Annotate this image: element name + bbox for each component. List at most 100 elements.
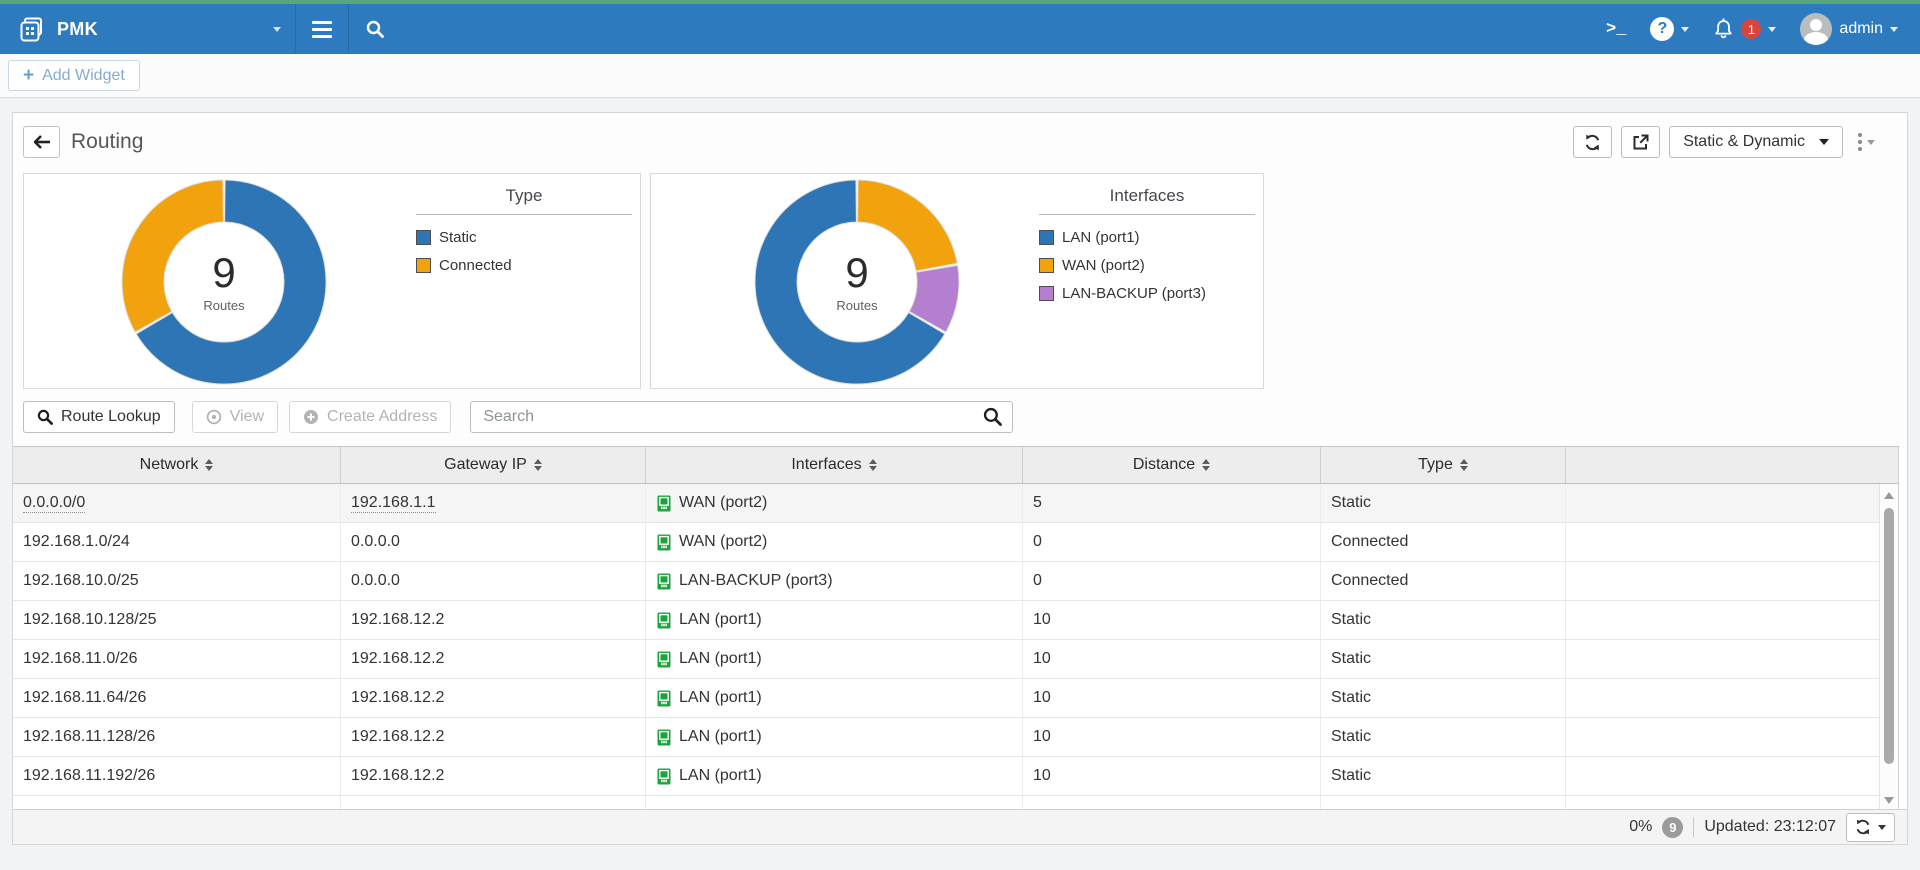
table-row[interactable]: 192.168.10.0/250.0.0.0LAN-BACKUP (port3)… [13, 562, 1898, 601]
type-value: Connected [1331, 572, 1408, 590]
route-lookup-button[interactable]: Route Lookup [23, 401, 175, 433]
type-value: Static [1331, 767, 1371, 785]
cell-network: 192.168.1.0/24 [13, 523, 341, 561]
gateway-value: 192.168.1.1 [351, 494, 436, 513]
interface-port-icon [656, 729, 672, 746]
cell-type: Static [1321, 718, 1566, 756]
column-header-network[interactable]: Network [13, 447, 341, 483]
notifications-menu[interactable]: 1 [1713, 18, 1776, 40]
donut-segment-connected[interactable] [122, 180, 223, 332]
table-row[interactable]: 192.168.11.192/26 192.168.12.2 LAN (port1)… [13, 757, 1898, 796]
interface-value: LAN (port1) [679, 728, 762, 746]
cell-distance: 0 [1023, 562, 1321, 600]
cell-distance: 10 [1023, 757, 1321, 795]
cli-console-button[interactable]: >_ [1606, 20, 1626, 39]
column-header-type[interactable]: Type [1321, 447, 1566, 483]
global-search-button[interactable] [349, 4, 401, 54]
cell-interface: LAN (port1) [646, 757, 1023, 795]
page-title: Routing [71, 130, 143, 154]
cell-gateway-ip: 192.168.12.2 [341, 757, 646, 795]
column-header-label: Type [1418, 456, 1453, 474]
view-button[interactable]: View [192, 401, 278, 433]
cell-network: 192.168.11.64/26 [13, 679, 341, 717]
add-widget-button[interactable]: + Add Widget [8, 60, 140, 91]
table-row[interactable]: 192.168.11.0/26192.168.12.2LAN (port1)10… [13, 640, 1898, 679]
menu-toggle-button[interactable] [296, 4, 348, 54]
refresh-icon [1584, 134, 1601, 151]
back-button[interactable] [23, 126, 60, 158]
cell-gateway-ip: 192.168.12.2 [341, 679, 646, 717]
admin-menu[interactable]: admin [1800, 13, 1898, 45]
interface-value: LAN (port1) [679, 650, 762, 668]
refresh-button[interactable] [1573, 126, 1612, 158]
legend-interfaces: Interfaces LAN (port1)WAN (port2)LAN-BAC… [1039, 186, 1255, 302]
column-header-distance[interactable]: Distance [1023, 447, 1321, 483]
updated-timestamp: Updated: 23:12:07 [1704, 818, 1836, 836]
cell-type: Static [1321, 601, 1566, 639]
route-type-filter-select[interactable]: Static & Dynamic [1669, 126, 1843, 158]
legend-item-static[interactable]: Static [416, 229, 632, 246]
open-in-window-button[interactable] [1621, 126, 1660, 158]
donut-segment-wan-port2[interactable] [858, 180, 958, 271]
cell-interface: LAN (port1) [646, 718, 1023, 756]
interface-port-icon [656, 495, 672, 512]
routes-table: NetworkGateway IPInterfacesDistanceType … [13, 446, 1899, 811]
create-address-button[interactable]: Create Address [289, 401, 451, 433]
legend-item-wan-port2[interactable]: WAN (port2) [1039, 257, 1255, 274]
cell-type: Connected [1321, 562, 1566, 600]
brand-label: PMK [57, 19, 98, 40]
cell-network: 0.0.0.0/0 [13, 484, 341, 522]
type-value: Static [1331, 689, 1371, 707]
cell-network: 192.168.11.128/26 [13, 718, 341, 756]
search-icon [37, 409, 53, 425]
help-menu[interactable]: ? [1650, 17, 1689, 41]
interface-value: WAN (port2) [679, 494, 767, 512]
legend-item-lan-port1[interactable]: LAN (port1) [1039, 229, 1255, 246]
table-row[interactable]: 192.168.10.128/25192.168.12.2LAN (port1)… [13, 601, 1898, 640]
column-header-gateway-ip[interactable]: Gateway IP [341, 447, 646, 483]
fortigate-logo-icon [20, 17, 47, 42]
auto-refresh-button[interactable] [1846, 813, 1895, 842]
search-icon [365, 19, 385, 39]
chevron-down-icon [273, 27, 281, 32]
panel-footer: 0% 9 Updated: 23:12:07 [13, 809, 1907, 844]
refresh-icon [1855, 819, 1871, 835]
scroll-up-arrow[interactable] [1884, 492, 1894, 499]
cell-type: Static [1321, 640, 1566, 678]
distance-value: 10 [1033, 728, 1051, 746]
legend-label: LAN (port1) [1062, 229, 1140, 246]
scrollbar-thumb[interactable] [1884, 508, 1894, 764]
cell-distance: 10 [1023, 718, 1321, 756]
navbar: PMK >_ ? 1 admin [0, 4, 1920, 54]
column-header-interfaces[interactable]: Interfaces [646, 447, 1023, 483]
legend-item-lan-backup-port3[interactable]: LAN-BACKUP (port3) [1039, 285, 1255, 302]
legend-label: Connected [439, 257, 512, 274]
network-value: 192.168.11.128/26 [23, 728, 155, 746]
cell-network: 192.168.11.192/26 [13, 757, 341, 795]
cell-type: Connected [1321, 523, 1566, 561]
scroll-down-arrow[interactable] [1884, 797, 1894, 804]
vdom-selector[interactable]: PMK [0, 4, 295, 54]
table-row[interactable]: 192.168.11.64/26192.168.12.2LAN (port1)1… [13, 679, 1898, 718]
column-header-label: Network [140, 456, 199, 474]
table-row[interactable]: 192.168.1.0/240.0.0.0WAN (port2)0Connect… [13, 523, 1898, 562]
cell-interface: WAN (port2) [646, 484, 1023, 522]
search-input[interactable] [470, 401, 1013, 433]
table-row[interactable]: 192.168.11.128/26192.168.12.2LAN (port1)… [13, 718, 1898, 757]
more-options-button[interactable] [1852, 129, 1881, 155]
table-actions-row: Route Lookup View Create Address [23, 401, 1013, 433]
gateway-value: 192.168.12.2 [351, 689, 444, 707]
gateway-value: 192.168.12.2 [351, 767, 444, 785]
legend-label: Static [439, 229, 477, 246]
search-submit-button[interactable] [982, 406, 1003, 432]
route-count-badge: 9 [1662, 817, 1683, 838]
distance-value: 0 [1033, 572, 1042, 590]
cell-empty [1566, 640, 1898, 678]
distance-value: 10 [1033, 767, 1051, 785]
interface-port-icon [656, 690, 672, 707]
cell-empty [1566, 757, 1898, 795]
table-row[interactable]: 0.0.0.0/0192.168.1.1WAN (port2)5Static [13, 484, 1898, 523]
legend-item-connected[interactable]: Connected [416, 257, 632, 274]
help-icon: ? [1650, 17, 1674, 41]
network-value: 192.168.11.64/26 [23, 689, 146, 707]
